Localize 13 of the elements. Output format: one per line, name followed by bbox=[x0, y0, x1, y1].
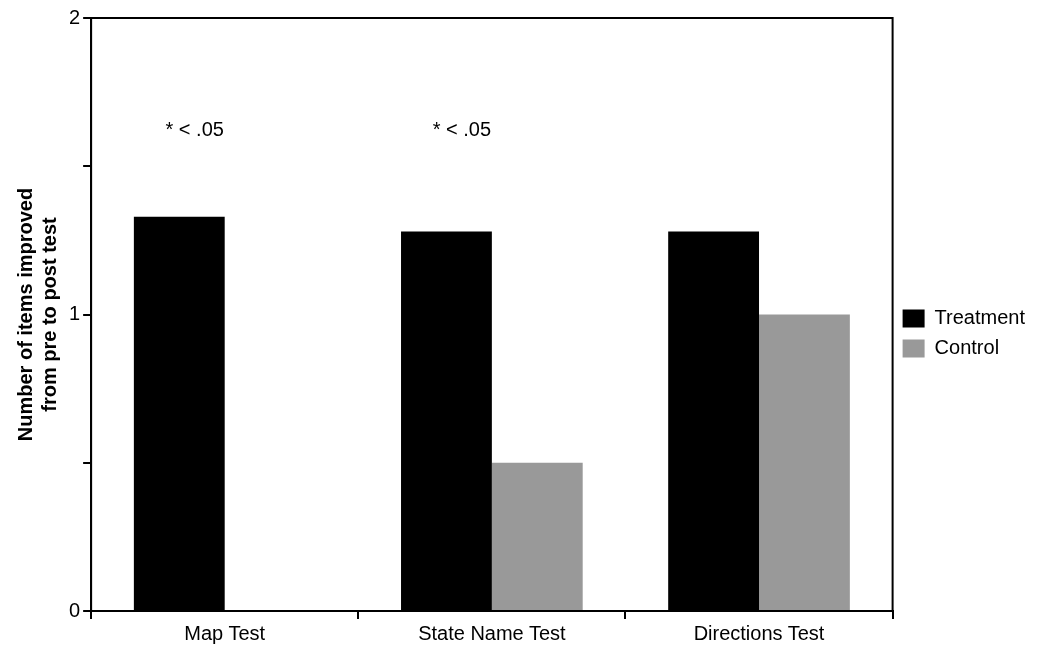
x-tick-label: State Name Test bbox=[418, 621, 567, 644]
bar bbox=[759, 314, 850, 610]
y-tick-label: 0 bbox=[69, 598, 81, 621]
annotation: * < .05 bbox=[165, 118, 224, 141]
x-tick-label: Directions Test bbox=[693, 621, 825, 644]
y-tick-label: 1 bbox=[69, 302, 81, 325]
y-tick-label: 2 bbox=[69, 5, 81, 28]
bar bbox=[491, 462, 583, 610]
x-tick-label: Map Test bbox=[184, 621, 266, 644]
annotation: * < .05 bbox=[432, 118, 492, 141]
legend-label: Treatment bbox=[934, 306, 1026, 329]
legend-label: Control bbox=[934, 336, 1000, 359]
y-axis-title: Number of items improved from pre to post test bbox=[13, 187, 60, 442]
